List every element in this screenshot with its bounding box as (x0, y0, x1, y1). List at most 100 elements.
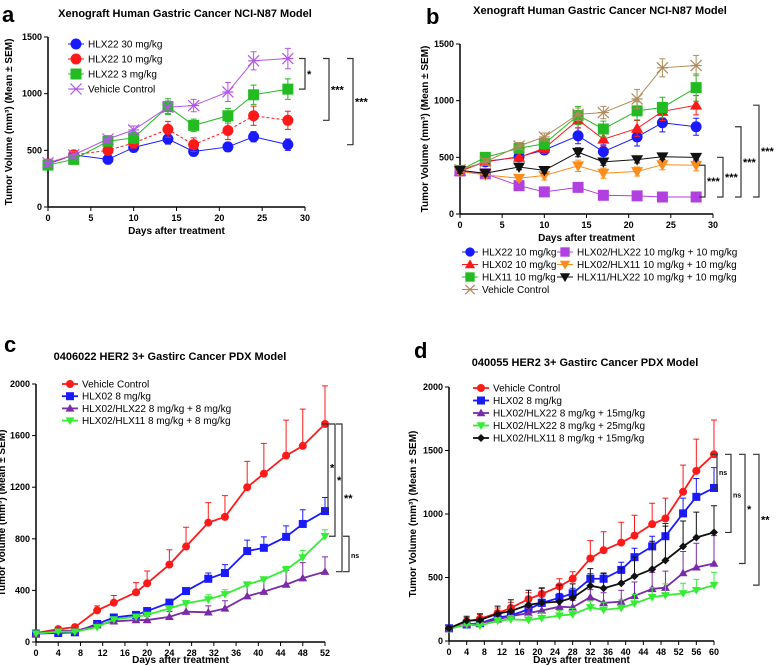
x-tick-label: 32 (585, 647, 595, 657)
marker-triangle-down (281, 566, 291, 575)
legend-item: HLX02 8 mg/kg (62, 392, 151, 403)
legend-item: Vehicle Control (68, 83, 155, 96)
y-tick-label: 500 (428, 573, 443, 583)
legend-label: HLX02/HLX22 8 mg/kg + 8 mg/kg (82, 404, 231, 415)
panel-label: b (426, 4, 439, 29)
marker-diamond (475, 616, 484, 625)
marker-square (538, 186, 550, 198)
marker-triangle-down (616, 604, 626, 613)
y-tick-label: 0 (25, 637, 30, 647)
marker-diamond (617, 579, 626, 588)
error-bar (680, 520, 687, 547)
marker-square (656, 191, 668, 203)
marker-triangle-down (259, 576, 269, 584)
marker-diamond (710, 528, 718, 537)
marker-circle (586, 554, 595, 563)
marker-x (479, 155, 492, 168)
marker-triangle-down (479, 168, 492, 180)
marker-square (259, 543, 268, 552)
x-tick-label: 40 (621, 647, 631, 657)
y-tick-label: 500 (439, 152, 454, 162)
significance-bracket: * (299, 57, 312, 90)
marker-x (162, 101, 174, 114)
y-tick-label: 800 (15, 534, 30, 544)
marker-diamond (506, 607, 515, 616)
marker-circle (243, 483, 252, 492)
bracket-line (323, 57, 330, 121)
legend-item: Vehicle Control (473, 384, 560, 395)
bracket-line (735, 126, 742, 198)
marker-circle (70, 53, 82, 65)
marker-circle (222, 141, 234, 153)
marker-triangle (512, 151, 526, 162)
bracket-line (739, 453, 746, 565)
y-tick-label: 1500 (22, 32, 42, 42)
marker-square (597, 189, 609, 201)
legend-label: HLX22 30 mg/kg (88, 40, 163, 51)
marker-triangle-down (512, 162, 526, 174)
marker-triangle-down (53, 628, 63, 637)
legend-item: HLX02/HLX11 8 mg/kg + 8 mg/kg (62, 416, 231, 427)
legend-label: HLX02 10 mg/kg (482, 260, 557, 271)
marker-triangle (476, 408, 486, 417)
marker-circle (630, 531, 639, 540)
legend-label: HLX22 10 mg/kg (482, 248, 557, 259)
panel-label: a (2, 2, 15, 27)
x-tick-label: 4 (464, 647, 469, 657)
series-hlx11-hlx22-10-mg-kg-10-mg-kg (453, 147, 703, 180)
legend-label: HLX22 10 mg/kg (88, 55, 163, 66)
legend-label: HLX02/HLX22 10 mg/kg + 10 mg/kg (577, 248, 737, 259)
marker-circle (282, 451, 291, 460)
marker-circle (692, 466, 701, 475)
marker-triangle (242, 591, 252, 600)
marker-circle (222, 125, 234, 136)
marker-circle (572, 130, 584, 142)
marker-circle (661, 514, 670, 523)
marker-x (281, 52, 294, 65)
marker-x (102, 133, 114, 145)
x-tick-label: 44 (638, 647, 648, 657)
legend-label: Vehicle Control (493, 384, 560, 395)
x-tick-label: 12 (497, 647, 507, 657)
marker-triangle-down (476, 422, 486, 430)
marker-x (631, 93, 644, 105)
marker-circle (220, 512, 229, 521)
significance-label: ** (344, 493, 353, 505)
error-bar (693, 438, 700, 471)
x-tick-label: 56 (691, 647, 701, 657)
y-tick-label: 0 (449, 209, 454, 219)
series-line (448, 584, 715, 630)
marker-triangle-down (690, 152, 703, 164)
legend-item: HLX02 10 mg/kg (462, 259, 557, 271)
marker-triangle-down (709, 581, 719, 590)
significance-label: *** (743, 157, 757, 169)
significance-bracket: ns (343, 535, 359, 573)
significance-bracket: *** (347, 57, 369, 146)
bracket-line (711, 453, 718, 489)
marker-triangle-down (678, 590, 688, 598)
x-tick-label: 10 (129, 213, 139, 223)
y-tick-label: 1500 (434, 39, 454, 49)
chart-title: 0406022 HER2 3+ Gastirc Cancer PDX Model (54, 351, 287, 363)
significance-bracket: *** (323, 57, 345, 121)
y-tick-label: 0 (438, 636, 443, 646)
marker-circle (597, 146, 609, 158)
marker-circle (162, 123, 174, 135)
marker-square (679, 509, 688, 518)
marker-square (282, 532, 291, 541)
significance-label: * (747, 504, 752, 516)
marker-triangle-down (164, 605, 174, 613)
bracket-line (753, 104, 760, 198)
bracket-line (299, 57, 306, 90)
marker-square (182, 587, 191, 596)
marker-x (127, 124, 140, 136)
marker-circle (248, 110, 260, 122)
series-line (35, 423, 326, 634)
marker-triangle (164, 612, 174, 621)
x-tick-label: 44 (276, 648, 286, 658)
marker-circle (568, 574, 577, 583)
legend-item: HLX02/HLX22 8 mg/kg + 8 mg/kg (62, 404, 231, 415)
significance-label: * (337, 475, 342, 487)
significance-bracket: * (739, 453, 752, 565)
chart-title: Xenograft Human Gastric Cancer NCI-N87 M… (473, 5, 727, 17)
